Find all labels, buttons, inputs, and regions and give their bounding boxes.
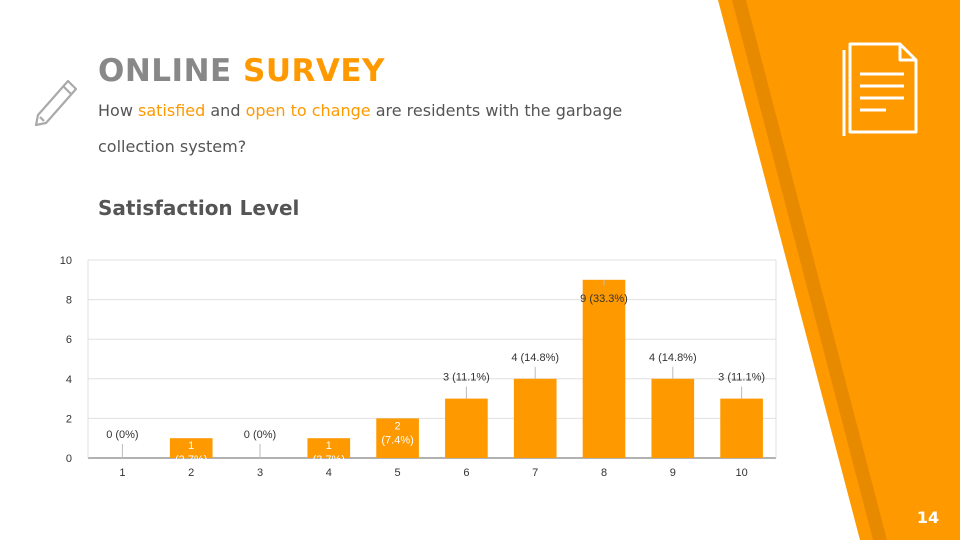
x-tick-label: 2 xyxy=(188,467,194,479)
x-tick-label: 4 xyxy=(326,467,332,479)
bar xyxy=(651,378,695,458)
data-label: 3 (11.1%) xyxy=(443,372,490,384)
bar xyxy=(169,438,213,458)
bar xyxy=(513,378,557,458)
data-label: 1 (3.7%) xyxy=(313,440,345,466)
y-tick-label: 2 xyxy=(66,413,72,425)
data-label: 4 (14.8%) xyxy=(649,352,697,364)
bar xyxy=(376,418,419,458)
page-number: 14 xyxy=(916,508,940,527)
data-label: 2 (7.4%) xyxy=(381,420,413,446)
pencil-icon xyxy=(34,79,78,127)
y-tick-label: 8 xyxy=(66,295,72,307)
title-accent: SURVEY xyxy=(243,53,385,89)
x-tick-label: 9 xyxy=(670,467,676,479)
data-label: 3 (11.1%) xyxy=(718,372,765,384)
x-tick-label: 6 xyxy=(463,467,469,479)
highlight-satisfied: satisfied xyxy=(138,101,206,120)
y-tick-label: 6 xyxy=(66,334,72,346)
data-label: 1 (3.7%) xyxy=(175,440,207,466)
data-label: 0 (0%) xyxy=(106,429,138,441)
x-tick-label: 8 xyxy=(601,467,607,479)
bar xyxy=(582,279,626,458)
x-tick-label: 7 xyxy=(532,467,538,479)
data-label: 9 (33.3%) xyxy=(580,293,628,305)
data-label: 0 (0%) xyxy=(244,429,276,441)
bar xyxy=(307,438,351,458)
y-tick-label: 0 xyxy=(66,453,72,465)
subtitle: How satisfied and open to change are res… xyxy=(98,101,623,156)
highlight-open-to-change: open to change xyxy=(245,101,371,120)
section-heading: Satisfaction Level xyxy=(98,196,300,220)
data-label: 4 (14.8%) xyxy=(511,352,559,364)
x-tick-label: 10 xyxy=(735,467,747,479)
bar xyxy=(445,398,488,458)
page-title: ONLINE SURVEY xyxy=(98,53,385,89)
document-icon xyxy=(842,42,918,136)
bar xyxy=(720,398,763,458)
y-tick-label: 4 xyxy=(66,374,72,386)
x-tick-label: 3 xyxy=(257,467,263,479)
y-tick-label: 10 xyxy=(60,255,72,267)
x-tick-label: 5 xyxy=(395,467,401,479)
x-tick-label: 1 xyxy=(119,467,125,479)
